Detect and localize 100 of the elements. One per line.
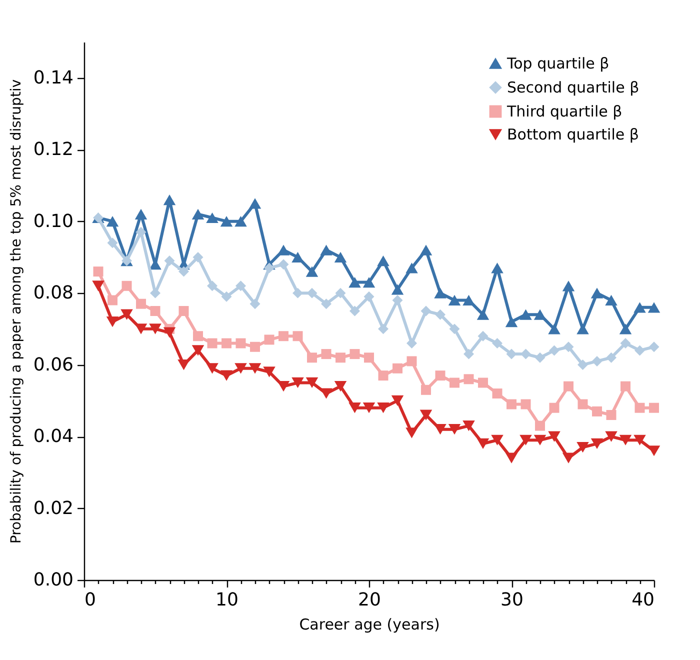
point (348, 277, 361, 288)
point (106, 316, 119, 328)
point (234, 216, 247, 227)
point (378, 324, 388, 334)
point (420, 244, 432, 256)
point (320, 244, 332, 256)
point (334, 252, 347, 263)
y-tick-label: 0.12 (33, 139, 74, 160)
point (406, 356, 417, 366)
point (334, 381, 347, 392)
point (606, 352, 616, 363)
point (206, 363, 218, 374)
point (264, 262, 274, 274)
point (548, 431, 560, 442)
point (476, 309, 490, 320)
point (606, 410, 616, 420)
y-tick-label: 0.00 (33, 570, 74, 590)
point (434, 288, 446, 298)
point (435, 309, 446, 320)
point (449, 324, 460, 334)
x-axis-title: Career age (years) (299, 616, 440, 634)
point (292, 252, 304, 263)
point (520, 348, 531, 360)
point (150, 306, 160, 316)
point (578, 360, 588, 370)
point (163, 194, 176, 206)
point (520, 434, 532, 446)
point (278, 331, 288, 342)
y-tick-label: 0.06 (33, 354, 74, 376)
point (434, 424, 446, 435)
point (134, 208, 148, 220)
point (549, 345, 560, 356)
point (649, 402, 659, 413)
point (534, 434, 546, 446)
point (576, 324, 589, 334)
point (377, 402, 390, 414)
point (450, 378, 460, 388)
point (420, 306, 432, 316)
point (221, 291, 232, 302)
point (619, 324, 632, 334)
point (548, 324, 560, 334)
point (592, 406, 602, 416)
point (563, 342, 574, 352)
point (506, 399, 516, 410)
y-tick-label: 0.02 (33, 498, 74, 519)
point (505, 316, 518, 328)
point (277, 381, 290, 392)
point (236, 280, 246, 292)
point (350, 306, 360, 316)
point (207, 338, 218, 348)
point (634, 302, 646, 313)
point (93, 266, 104, 277)
point (534, 352, 546, 363)
point (234, 363, 247, 374)
point (648, 342, 660, 352)
point (263, 366, 276, 378)
legend-label: Top quartile β (506, 54, 610, 72)
point (292, 377, 304, 388)
point (306, 266, 318, 277)
point (478, 378, 488, 388)
x-tick-label: 0 (84, 590, 96, 610)
point (106, 216, 119, 227)
point (578, 399, 588, 410)
y-tick-label: 0.04 (33, 426, 74, 448)
point (448, 294, 461, 306)
point (107, 238, 118, 248)
point (163, 327, 176, 338)
point (222, 338, 232, 348)
point (392, 294, 403, 306)
point (406, 428, 418, 438)
x-tick-label: 40 (632, 590, 654, 610)
legend-label: Second quartile β (507, 78, 640, 96)
point (250, 298, 260, 310)
point (164, 256, 175, 266)
point (464, 374, 474, 384)
point (534, 309, 546, 320)
y-axis-title: Probability of producing a paper among the top 5% most disruptiv (8, 79, 24, 544)
point (248, 363, 262, 374)
point (435, 370, 446, 381)
y-tick-label: 0.10 (33, 210, 74, 232)
point (535, 420, 545, 431)
point (264, 334, 274, 345)
point (406, 262, 418, 274)
point (207, 280, 218, 292)
x-tick-label: 20 (358, 590, 381, 610)
point (192, 208, 204, 220)
point (377, 255, 390, 266)
point (549, 402, 560, 413)
point (136, 226, 146, 238)
point (562, 452, 575, 464)
point (620, 338, 631, 349)
point (421, 384, 431, 395)
point (335, 288, 346, 298)
point (362, 402, 376, 414)
point (562, 280, 575, 292)
y-tick-label: 0.14 (33, 67, 74, 88)
point (619, 434, 632, 446)
point (648, 302, 660, 313)
point (564, 381, 574, 392)
point (391, 284, 404, 295)
